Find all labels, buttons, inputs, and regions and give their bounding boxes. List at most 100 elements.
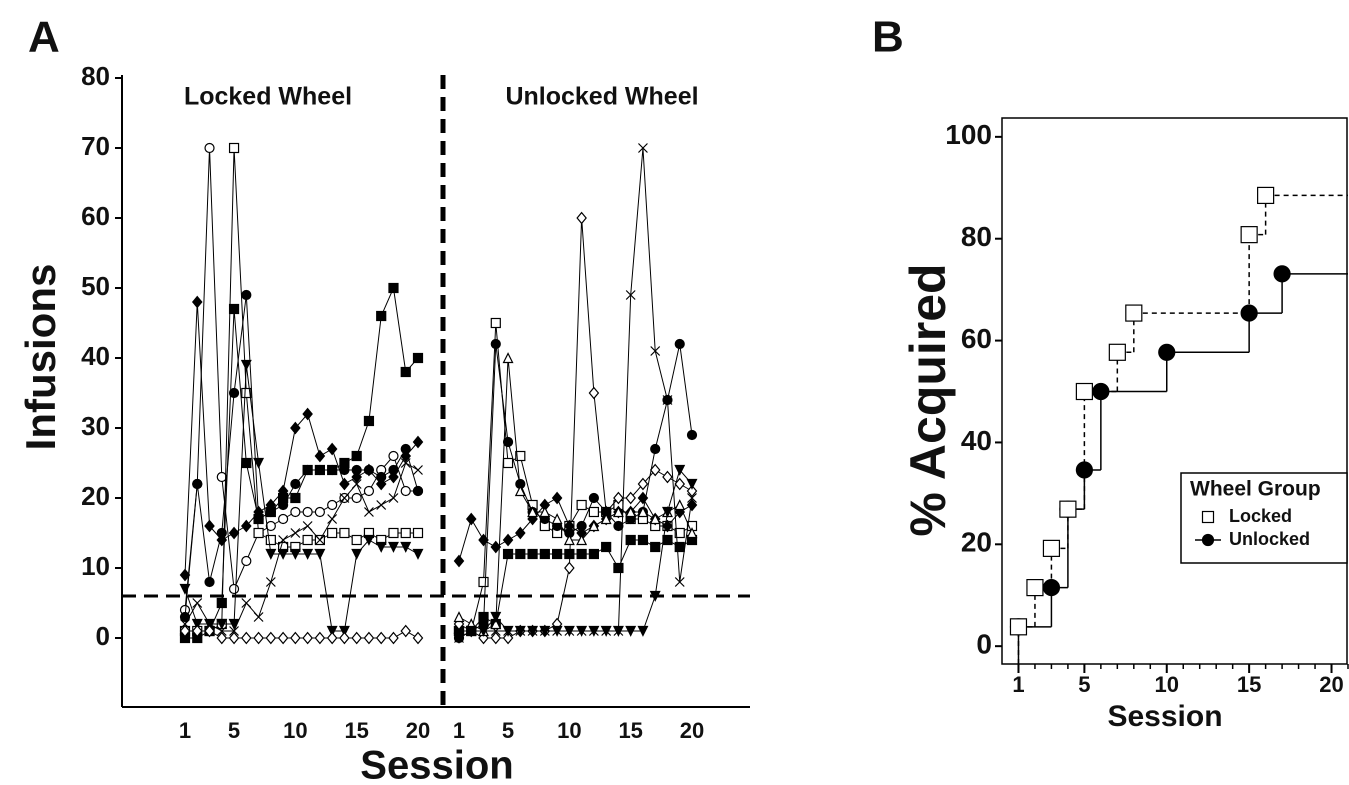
marker	[551, 625, 563, 637]
marker-shape	[216, 618, 228, 630]
marker	[1108, 343, 1126, 361]
marker	[363, 415, 375, 427]
marker	[490, 618, 502, 630]
marker-shape	[686, 429, 698, 441]
marker-shape	[339, 477, 350, 491]
marker	[241, 457, 252, 469]
marker-shape	[1257, 186, 1275, 205]
y-tick-label: 20	[961, 527, 992, 558]
marker-shape	[351, 492, 362, 504]
marker	[515, 548, 526, 560]
marker-shape	[314, 449, 326, 463]
marker	[576, 625, 588, 637]
marker-shape	[539, 548, 550, 560]
marker-shape	[576, 520, 587, 532]
marker-shape	[339, 631, 350, 645]
marker-shape	[314, 464, 325, 476]
marker	[216, 618, 228, 630]
x-tick-label: 10	[557, 718, 581, 743]
marker	[1158, 343, 1176, 361]
x-axis-title: Session	[1107, 700, 1222, 733]
marker-shape	[686, 484, 698, 498]
marker-shape	[351, 534, 362, 546]
marker	[326, 631, 338, 645]
marker	[265, 631, 277, 645]
marker	[412, 485, 424, 497]
marker-shape	[314, 506, 325, 518]
marker-shape	[204, 619, 215, 629]
marker	[327, 514, 338, 524]
marker	[502, 457, 514, 469]
marker-shape	[388, 450, 399, 462]
marker-shape	[278, 513, 289, 525]
marker-shape	[687, 493, 697, 503]
marker	[400, 527, 411, 539]
marker-shape	[400, 366, 411, 378]
marker	[490, 338, 501, 350]
marker-shape	[290, 631, 301, 645]
marker	[674, 541, 685, 553]
marker-shape	[674, 577, 685, 587]
marker	[228, 526, 240, 540]
series-line	[458, 468, 693, 639]
x-axis-title: Session	[360, 744, 513, 785]
marker-shape	[376, 471, 387, 483]
marker	[228, 303, 240, 315]
marker	[314, 548, 326, 560]
marker-shape	[253, 527, 264, 539]
marker	[228, 631, 240, 645]
marker-shape	[179, 583, 191, 595]
y-tick-label: 0	[976, 629, 992, 660]
marker	[686, 429, 698, 441]
marker-shape	[625, 290, 636, 300]
marker-shape	[229, 626, 239, 636]
marker	[637, 534, 649, 546]
marker-shape	[551, 625, 563, 637]
marker	[502, 436, 514, 448]
series-line	[184, 462, 419, 632]
marker	[302, 506, 313, 518]
marker	[502, 533, 514, 547]
group-title: Unlocked Wheel	[505, 83, 698, 111]
marker-shape	[363, 534, 375, 546]
marker-shape	[514, 485, 526, 497]
marker	[302, 521, 313, 531]
marker	[453, 554, 465, 568]
marker-shape	[465, 512, 477, 526]
marker	[650, 346, 661, 356]
legend-marker	[1201, 533, 1215, 547]
marker	[351, 631, 362, 645]
marker-shape	[412, 435, 424, 449]
marker	[576, 499, 587, 511]
marker-shape	[601, 541, 612, 553]
marker	[674, 338, 685, 350]
marker-shape	[576, 499, 587, 511]
marker-shape	[302, 407, 313, 421]
marker	[502, 625, 514, 637]
marker-shape	[600, 625, 612, 637]
marker-shape	[650, 541, 661, 553]
marker	[191, 624, 203, 638]
marker	[277, 631, 289, 645]
marker	[265, 534, 276, 546]
marker	[314, 506, 325, 518]
marker	[576, 548, 587, 560]
marker	[576, 520, 587, 532]
marker	[412, 527, 424, 539]
marker	[363, 534, 375, 546]
marker-shape	[662, 394, 673, 406]
marker-shape	[241, 631, 252, 645]
marker	[351, 534, 362, 546]
marker	[576, 534, 588, 546]
marker	[302, 407, 313, 421]
marker-shape	[302, 506, 313, 518]
legend-label: Locked	[1229, 506, 1292, 526]
marker-shape	[412, 352, 424, 364]
marker	[388, 493, 399, 503]
marker-shape	[314, 631, 326, 645]
marker	[192, 598, 203, 608]
marker-shape	[613, 562, 624, 574]
marker-shape	[612, 506, 624, 518]
marker-shape	[351, 548, 363, 560]
marker-shape	[612, 625, 624, 637]
